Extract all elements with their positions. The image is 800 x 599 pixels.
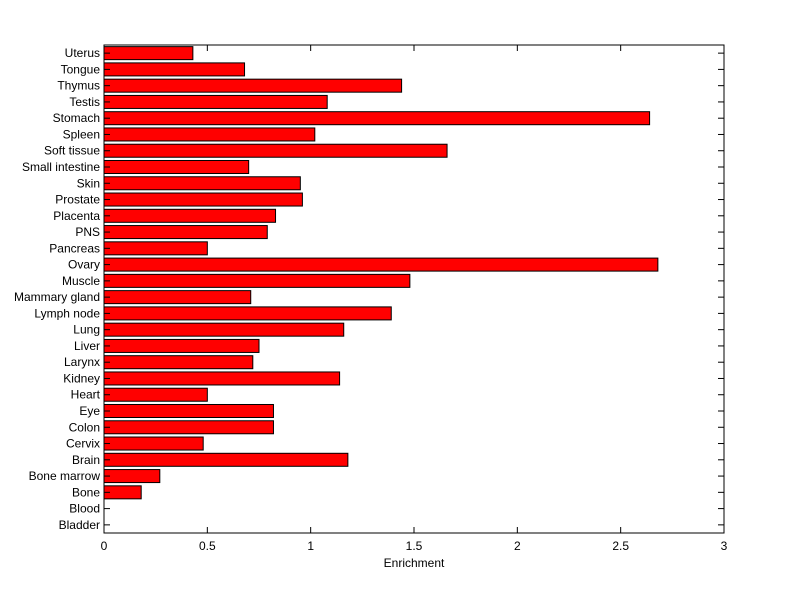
category-labels: Uterus Tongue Thymus Testis Stomach Spleen Sof…: [14, 46, 101, 532]
bar-lymph-node: [103, 306, 392, 321]
bar-eye: [103, 403, 274, 419]
x-tick-label: 0.5: [199, 539, 216, 553]
bar-mammary-gland: [103, 290, 252, 305]
category-label-mammary-gland: Mammary gland: [14, 290, 100, 304]
category-label-muscle: Muscle: [62, 274, 100, 288]
x-tick-label: 1: [307, 539, 314, 553]
category-label-testis: Testis: [69, 95, 100, 109]
bar-larynx: [103, 355, 254, 370]
bar-cervix: [103, 436, 204, 451]
category-label-larynx: Larynx: [64, 355, 100, 369]
x-tick-labels: 0 0.5 1 1.5 2 2.5 3: [101, 539, 728, 553]
category-label-eye: Eye: [79, 404, 100, 418]
category-label-brain: Brain: [72, 453, 100, 467]
category-label-bone-marrow: Bone marrow: [29, 469, 101, 483]
bar-muscle: [103, 273, 411, 288]
x-axis-label: Enrichment: [384, 556, 445, 570]
tick-group: [103, 45, 725, 533]
bar-prostate: [103, 192, 303, 207]
bar-group: [103, 46, 659, 500]
category-label-pancreas: Pancreas: [49, 241, 100, 255]
bar-thymus: [103, 78, 403, 93]
bar-kidney: [103, 371, 341, 386]
category-label-ovary: Ovary: [68, 258, 100, 272]
bar-pns: [103, 225, 268, 240]
bar-testis: [103, 94, 328, 109]
bar-small-intestine: [103, 159, 250, 175]
category-label-colon: Colon: [69, 420, 100, 434]
category-label-lymph-node: Lymph node: [34, 306, 100, 320]
bar-uterus: [103, 46, 194, 61]
category-label-skin: Skin: [77, 176, 100, 190]
category-label-placenta: Placenta: [53, 209, 100, 223]
x-tick-label: 0: [101, 539, 108, 553]
bar-tongue: [103, 62, 246, 77]
bar-liver: [103, 338, 260, 353]
category-label-lung: Lung: [73, 323, 100, 337]
category-label-blood: Blood: [69, 502, 100, 516]
category-label-soft-tissue: Soft tissue: [44, 144, 100, 158]
bar-heart: [103, 387, 208, 402]
category-label-thymus: Thymus: [57, 79, 100, 93]
x-tick-label: 2.5: [612, 539, 629, 553]
category-label-cervix: Cervix: [66, 437, 100, 451]
bar-lung: [103, 322, 345, 337]
category-label-kidney: Kidney: [63, 371, 100, 385]
category-label-pns: PNS: [75, 225, 100, 239]
bar-spleen: [103, 127, 316, 142]
x-tick-label: 1.5: [406, 539, 423, 553]
category-label-uterus: Uterus: [65, 46, 100, 60]
bar-brain: [103, 452, 349, 467]
bar-colon: [103, 420, 274, 435]
x-tick-label: 3: [721, 539, 728, 553]
bar-bone-marrow: [103, 469, 161, 484]
category-label-tongue: Tongue: [61, 62, 101, 76]
x-tick-label: 2: [514, 539, 521, 553]
category-label-bladder: Bladder: [59, 518, 100, 532]
bar-pancreas: [103, 241, 208, 256]
category-label-spleen: Spleen: [63, 127, 100, 141]
category-label-small-intestine: Small intestine: [22, 160, 100, 174]
category-label-heart: Heart: [71, 388, 101, 402]
bar-stomach: [103, 111, 651, 126]
bar-placenta: [103, 208, 277, 223]
category-label-prostate: Prostate: [55, 193, 100, 207]
bar-skin: [103, 176, 301, 191]
category-label-bone: Bone: [72, 485, 100, 499]
bar-ovary: [103, 257, 659, 272]
bar-soft-tissue: [103, 143, 448, 158]
category-label-stomach: Stomach: [53, 111, 100, 125]
category-label-liver: Liver: [74, 339, 100, 353]
